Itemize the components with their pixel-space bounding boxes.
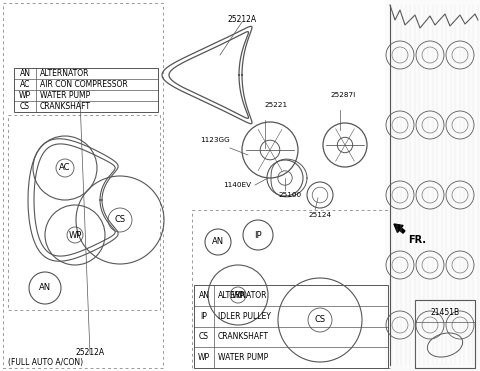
Text: 1123GG: 1123GG [200, 137, 230, 143]
Text: 25212A: 25212A [75, 348, 105, 357]
Text: IP: IP [254, 230, 262, 240]
Text: ALTERNATOR: ALTERNATOR [40, 69, 89, 78]
Text: WP: WP [19, 91, 31, 100]
Bar [14, 68, 158, 112]
Text: WP: WP [68, 230, 82, 240]
Text: 1140EV: 1140EV [223, 182, 251, 188]
Text: AN: AN [39, 283, 51, 292]
Text: WP: WP [198, 353, 210, 362]
Text: 25287I: 25287I [330, 92, 355, 98]
Text: AN: AN [20, 69, 31, 78]
Text: CRANKSHAFT: CRANKSHAFT [40, 102, 91, 111]
Text: 25124: 25124 [308, 212, 331, 218]
Text: AN: AN [212, 237, 224, 246]
Text: CRANKSHAFT: CRANKSHAFT [218, 332, 269, 341]
Text: IP: IP [201, 312, 207, 321]
Text: 25100: 25100 [278, 192, 301, 198]
Text: FR.: FR. [408, 235, 426, 245]
Text: AC: AC [20, 80, 30, 89]
Text: (FULL AUTO A/CON): (FULL AUTO A/CON) [8, 358, 83, 367]
Text: 25221: 25221 [264, 102, 287, 108]
Bar [194, 285, 388, 368]
Bar [8, 115, 160, 310]
Text: WATER PUMP: WATER PUMP [40, 91, 90, 100]
Text: CS: CS [20, 102, 30, 111]
Text: CS: CS [199, 332, 209, 341]
Text: AIR CON COMPRESSOR: AIR CON COMPRESSOR [40, 80, 128, 89]
Text: AN: AN [199, 291, 209, 300]
Text: IDLER PULLEY: IDLER PULLEY [218, 312, 271, 321]
Text: WP: WP [231, 290, 245, 299]
Text: WATER PUMP: WATER PUMP [218, 353, 268, 362]
Text: 21451B: 21451B [431, 308, 459, 317]
FancyArrow shape [394, 224, 405, 233]
Text: AC: AC [59, 164, 71, 173]
Text: 25212A: 25212A [228, 15, 257, 24]
Bar [415, 300, 475, 368]
Text: CS: CS [314, 315, 325, 325]
Bar [192, 210, 390, 368]
Text: ALTERNATOR: ALTERNATOR [218, 291, 267, 300]
Text: CS: CS [114, 216, 126, 224]
Bar [3, 3, 163, 368]
